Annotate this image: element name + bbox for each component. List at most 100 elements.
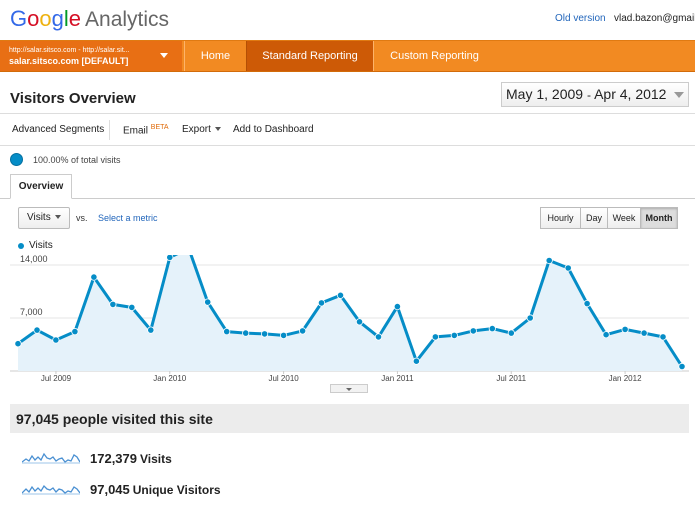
x-tick-label: Jul 2009 bbox=[41, 374, 72, 383]
date-start: May 1, 2009 bbox=[506, 86, 584, 102]
chart-points bbox=[14, 255, 686, 371]
export-button[interactable]: Export bbox=[182, 124, 221, 135]
account-selector[interactable]: http://salar.sitsco.com - http://salar.s… bbox=[0, 41, 182, 71]
toolbar-divider bbox=[109, 120, 110, 140]
chevron-down-icon bbox=[674, 92, 684, 98]
data-point[interactable] bbox=[659, 333, 667, 341]
data-point[interactable] bbox=[621, 325, 629, 334]
beta-badge: BETA bbox=[150, 124, 169, 131]
data-point[interactable] bbox=[469, 327, 477, 335]
nav-home[interactable]: Home bbox=[184, 41, 246, 71]
x-tick-label: Jan 2012 bbox=[609, 374, 642, 383]
data-point[interactable] bbox=[109, 300, 117, 309]
period-selector: Hourly Day Week Month bbox=[540, 207, 678, 229]
y-tick-label: 7,000 bbox=[20, 307, 43, 317]
legend-dot-icon bbox=[18, 243, 24, 249]
tab-overview[interactable]: Overview bbox=[10, 174, 72, 199]
chevron-down-icon bbox=[160, 53, 168, 58]
unique-visitors-value: 97,045 bbox=[90, 482, 130, 497]
data-point[interactable] bbox=[545, 256, 553, 265]
data-point[interactable] bbox=[412, 357, 420, 365]
x-tick-label: Jul 2011 bbox=[496, 374, 526, 383]
chevron-down-icon bbox=[214, 127, 221, 132]
data-point[interactable] bbox=[526, 314, 534, 322]
data-point[interactable] bbox=[564, 264, 572, 272]
period-day-button[interactable]: Day bbox=[580, 207, 608, 229]
nav-custom-reporting[interactable]: Custom Reporting bbox=[373, 41, 495, 71]
old-version-link[interactable]: Old version bbox=[555, 13, 606, 24]
unique-visitors-sparkline-icon bbox=[22, 484, 80, 495]
email-label: Email bbox=[123, 125, 149, 137]
data-point[interactable] bbox=[431, 333, 439, 341]
select-metric-link[interactable]: Select a metric bbox=[98, 213, 158, 223]
logo-analytics: Analytics bbox=[85, 8, 170, 31]
date-separator: - bbox=[586, 88, 591, 102]
data-point[interactable] bbox=[14, 340, 22, 348]
add-to-dashboard-button[interactable]: Add to Dashboard bbox=[233, 124, 314, 135]
y-tick-label: 14,000 bbox=[20, 255, 48, 264]
data-point[interactable] bbox=[583, 299, 591, 308]
user-email[interactable]: vlad.bazon@gmail.com bbox=[614, 13, 695, 24]
period-hourly-button[interactable]: Hourly bbox=[540, 207, 581, 229]
main-nav: http://salar.sitsco.com - http://salar.s… bbox=[0, 40, 695, 72]
export-label: Export bbox=[182, 124, 211, 135]
data-point[interactable] bbox=[298, 327, 307, 335]
visits-value: 172,379 bbox=[90, 451, 137, 466]
nav-standard-reporting[interactable]: Standard Reporting bbox=[246, 41, 373, 71]
data-point[interactable] bbox=[242, 329, 250, 337]
chart-x-ticks: Jul 2009 Jan 2010 Jul 2010 Jan 2011 Jul 2011… bbox=[41, 371, 642, 383]
period-month-button[interactable]: Month bbox=[640, 207, 678, 229]
chevron-down-icon bbox=[346, 388, 352, 391]
period-week-button[interactable]: Week bbox=[607, 207, 641, 229]
data-point[interactable] bbox=[602, 331, 610, 339]
visits-area-fill bbox=[18, 255, 682, 371]
data-point[interactable] bbox=[507, 329, 515, 337]
data-point[interactable] bbox=[147, 326, 155, 334]
data-point[interactable] bbox=[90, 273, 98, 281]
data-point[interactable] bbox=[374, 333, 383, 341]
metric-dropdown-label: Visits bbox=[27, 212, 51, 223]
visits-label: Visits bbox=[140, 452, 172, 466]
visits-sparkline-icon bbox=[22, 452, 80, 464]
x-tick-label: Jan 2010 bbox=[153, 374, 186, 383]
top-bar: Google Analytics Old version vlad.bazon@g… bbox=[0, 0, 695, 40]
data-point[interactable] bbox=[204, 298, 212, 306]
data-point[interactable] bbox=[355, 318, 364, 326]
data-point[interactable] bbox=[71, 328, 79, 336]
data-point[interactable] bbox=[488, 325, 496, 333]
chart-area bbox=[17, 255, 684, 371]
data-point[interactable] bbox=[33, 326, 41, 334]
vs-label: vs. bbox=[76, 213, 88, 223]
report-toolbar: Advanced Segments Email BETA Export Add … bbox=[0, 113, 695, 146]
segment-text: 100.00% of total visits bbox=[33, 155, 121, 165]
advanced-segments-button[interactable]: Advanced Segments bbox=[12, 124, 105, 135]
segment-pie-icon bbox=[10, 153, 23, 166]
data-point[interactable] bbox=[640, 329, 648, 337]
account-name: salar.sitsco.com [DEFAULT] bbox=[9, 56, 129, 66]
date-range-picker[interactable]: May 1, 2009 - Apr 4, 2012 bbox=[501, 82, 689, 107]
metric-dropdown[interactable]: Visits bbox=[18, 207, 70, 229]
data-point[interactable] bbox=[223, 328, 231, 336]
logo-google: Google bbox=[10, 6, 82, 31]
data-point[interactable] bbox=[317, 299, 326, 307]
data-point[interactable] bbox=[450, 331, 458, 340]
chart-resize-handle[interactable] bbox=[330, 384, 368, 393]
data-point[interactable] bbox=[678, 362, 686, 371]
data-point[interactable] bbox=[260, 330, 269, 338]
data-point[interactable] bbox=[52, 336, 60, 344]
visits-chart[interactable]: 14,000 7,000 Jul 2009 Jan 2010 Jul 2010 Jan … bbox=[0, 255, 695, 385]
page-title: Visitors Overview bbox=[10, 90, 136, 107]
data-point[interactable] bbox=[393, 302, 401, 311]
date-end: Apr 4, 2012 bbox=[594, 86, 667, 102]
x-tick-label: Jan 2011 bbox=[381, 374, 414, 383]
email-button[interactable]: Email BETA bbox=[123, 124, 169, 136]
chart-y-ticks: 14,000 7,000 bbox=[20, 255, 48, 317]
x-tick-label: Jul 2010 bbox=[268, 374, 299, 383]
data-point[interactable] bbox=[166, 255, 174, 261]
tab-divider bbox=[0, 198, 695, 199]
data-point[interactable] bbox=[336, 291, 345, 299]
data-point[interactable] bbox=[128, 303, 136, 312]
data-point[interactable] bbox=[279, 331, 288, 340]
account-urls: http://salar.sitsco.com - http://salar.s… bbox=[9, 47, 130, 54]
google-analytics-logo[interactable]: Google Analytics bbox=[10, 6, 169, 33]
